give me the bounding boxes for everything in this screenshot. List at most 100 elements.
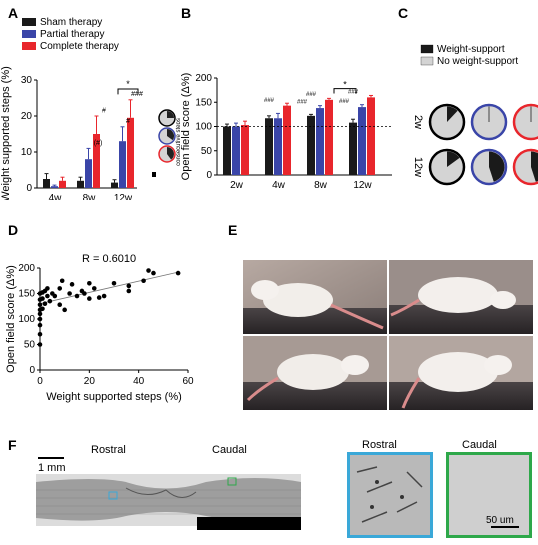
a-bar <box>111 182 118 188</box>
consecutive-steps-label: consecutive steps <box>176 118 180 166</box>
scatter-point <box>141 278 146 284</box>
a-bar <box>59 180 66 188</box>
panel-letter-e: E <box>228 222 238 238</box>
b-bar <box>283 105 291 175</box>
svg-text:*: * <box>343 80 347 90</box>
scatter-point <box>42 301 48 306</box>
label-caudal: Caudal <box>212 444 247 456</box>
b-bar <box>349 122 357 175</box>
pie-row-label: 2w <box>412 115 424 129</box>
legend-label: Weight-support <box>437 44 505 55</box>
d-y-axis-label: Open field score (Δ%) <box>5 265 17 373</box>
d-x-tick-label: 60 <box>182 376 194 387</box>
scatter-point <box>52 293 58 299</box>
d-trend-line <box>39 271 179 305</box>
b-bar <box>232 126 240 175</box>
svg-text:#: # <box>126 118 130 125</box>
panel-letter-f: F <box>8 437 17 453</box>
d-y-tick-label: 200 <box>18 263 35 274</box>
b-y-tick-label: 100 <box>195 122 212 133</box>
legend-swatch <box>22 18 36 26</box>
legend-swatch <box>22 30 36 38</box>
scatter-point <box>59 278 65 284</box>
scatter-point <box>101 293 107 299</box>
rostral-roi-box <box>108 491 118 500</box>
b-bar <box>325 99 333 175</box>
scatter-point <box>37 332 43 337</box>
scale-bar-main-label: 1 mm <box>38 462 66 474</box>
d-x-tick-label: 40 <box>133 376 145 387</box>
inset-label-rostral: Rostral <box>362 439 397 451</box>
legend-label: Sham therapy <box>40 17 102 28</box>
d-x-axis-label: Weight supported steps (%) <box>46 391 182 403</box>
scatter-point <box>57 302 63 308</box>
svg-text:*: * <box>126 79 130 89</box>
a-bar <box>93 134 100 188</box>
scatter-point <box>126 288 132 294</box>
b-y-tick-label: 200 <box>195 73 212 84</box>
scatter-point <box>40 306 45 312</box>
a-y-tick-label: 0 <box>26 183 32 194</box>
b-bar <box>274 118 282 175</box>
svg-text:###: ### <box>339 99 350 105</box>
svg-text:###: ### <box>306 92 317 98</box>
b-y-tick-label: 150 <box>195 97 212 108</box>
b-x-tick-label: 2w <box>230 180 244 191</box>
b-bar <box>367 97 375 175</box>
photo-tile-4 <box>389 336 533 410</box>
svg-text:###: ### <box>348 90 359 96</box>
scatter-point <box>96 295 102 300</box>
d-y-tick-label: 0 <box>29 365 35 376</box>
b-bar <box>307 115 315 175</box>
scatter-point <box>87 281 92 286</box>
svg-text:###: ### <box>264 98 275 104</box>
scatter-point <box>67 291 72 296</box>
scatter-point <box>82 291 87 296</box>
scatter-point <box>69 282 75 287</box>
svg-text:#: # <box>102 107 106 114</box>
scatter-point <box>151 270 156 276</box>
d-y-tick-label: 100 <box>18 314 35 325</box>
a-y-tick-label: 10 <box>21 147 33 158</box>
svg-text:(#): (#) <box>94 140 103 147</box>
a-x-tick-label: 12w <box>114 193 133 200</box>
label-rostral: Rostral <box>91 444 126 456</box>
legend-swatch <box>420 56 434 66</box>
b-bar <box>265 118 273 175</box>
rat-photos <box>243 260 533 410</box>
legend-label: No weight-support <box>437 56 518 67</box>
pie-chart <box>512 103 538 141</box>
a-x-tick-label: 8w <box>83 193 97 200</box>
legend-label: Complete therapy <box>40 41 119 52</box>
b-x-tick-label: 8w <box>314 180 328 191</box>
b-y-tick-label: 50 <box>201 146 213 157</box>
a-bar <box>85 159 92 188</box>
photo-tile-1 <box>243 260 387 334</box>
legend-swatch <box>420 44 434 54</box>
scatter-point <box>47 298 53 304</box>
pie-slice <box>447 151 460 167</box>
pie-slice <box>447 106 458 122</box>
panel-letter-c: C <box>398 5 409 21</box>
d-x-tick-label: 0 <box>37 376 43 387</box>
scatter-point <box>40 296 45 301</box>
b-bar <box>316 108 324 175</box>
b-bar <box>223 126 231 175</box>
scatter-point <box>175 270 181 276</box>
a-bar <box>127 117 134 188</box>
a-bar <box>77 180 84 188</box>
b-x-tick-label: 12w <box>353 180 372 191</box>
scatter-point <box>45 293 50 299</box>
a-y-tick-label: 20 <box>21 111 33 122</box>
scatter-point <box>37 311 43 317</box>
caudal-roi-box <box>227 477 237 486</box>
a-bar <box>43 179 50 188</box>
pie-slice <box>531 151 538 182</box>
scatter-point <box>62 307 67 313</box>
d-x-tick-label: 20 <box>84 376 96 387</box>
scale-bar-inset-label: 50 um <box>486 515 514 526</box>
spinal-cord-section <box>36 474 301 530</box>
